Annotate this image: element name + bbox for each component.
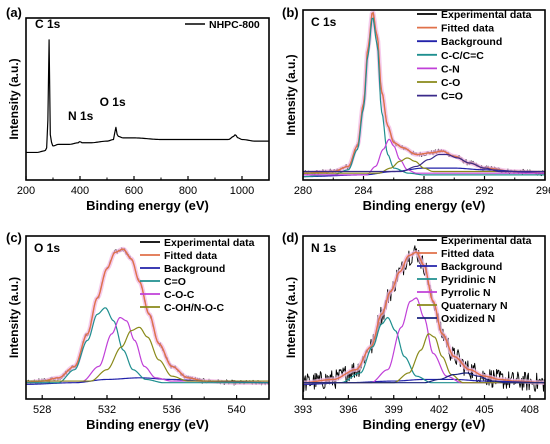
panel-a: 200 400 600 800 1000 Binding energy (eV) Inten… xyxy=(6,5,270,213)
x-tick-label: 399 xyxy=(385,404,403,416)
series-c-o-c xyxy=(26,317,269,382)
legend-label-fitted-data: Fitted data xyxy=(164,250,217,262)
x-tick-label: 1000 xyxy=(230,185,254,197)
legend-label-quaternary-n: Quaternary N xyxy=(441,300,508,312)
x-tick-label: 402 xyxy=(430,404,448,416)
y-axis-label: Intensity (a.u.) xyxy=(284,54,298,135)
legend-label: NHPC-800 xyxy=(209,19,260,31)
panel-d: 393 396 399 402 405 408 Binding energy (eV) Int… xyxy=(282,230,546,432)
annotation-n-1s: N 1s xyxy=(68,109,94,123)
annotation-o-1s: O 1s xyxy=(100,95,126,109)
panel-label: (a) xyxy=(6,5,22,20)
series-c-n xyxy=(303,138,545,176)
y-axis-label: Intensity (a.u.) xyxy=(7,58,21,139)
panel-label: (b) xyxy=(282,5,299,20)
legend-label-c-oh-n-o-c: C-OH/N-O-C xyxy=(164,302,224,314)
x-tick-label: 200 xyxy=(17,185,35,197)
x-tick-label: 393 xyxy=(294,404,312,416)
series-c-o xyxy=(303,153,545,173)
legend-label-experimental-data: Experimental data xyxy=(441,9,532,21)
x-tick-label: 396 xyxy=(339,404,357,416)
x-tick-label: 284 xyxy=(354,185,372,197)
x-tick-label: 296 xyxy=(536,185,550,197)
x-axis-label: Binding energy (eV) xyxy=(363,198,486,213)
x-axis-label: Binding energy (eV) xyxy=(86,417,209,432)
x-tick-label: 528 xyxy=(33,404,51,416)
legend-label-background: Background xyxy=(441,36,502,48)
plot-area xyxy=(26,246,269,386)
panel-label: (c) xyxy=(6,230,22,245)
x-tick-label: 532 xyxy=(98,404,116,416)
legend-label-c-o: C-O xyxy=(441,77,460,89)
series-fitted-data-glow xyxy=(303,10,545,176)
series-nhpc-800 xyxy=(26,39,269,154)
legend-label-background: Background xyxy=(164,263,225,275)
x-tick-label: 288 xyxy=(415,185,433,197)
legend-label-background: Background xyxy=(441,261,502,273)
x-tick-label: 292 xyxy=(475,185,493,197)
x-axis-label: Binding energy (eV) xyxy=(86,198,209,213)
plot-area xyxy=(26,39,269,154)
plot-frame xyxy=(302,235,546,400)
legend-label-oxidized-n: Oxidized N xyxy=(441,313,495,325)
legend-label-fitted-data: Fitted data xyxy=(441,23,494,35)
panel-c: 528 532 536 540 Binding energy (eV) Intensity… xyxy=(6,230,270,432)
panel-title: O 1s xyxy=(34,241,60,255)
legend-label-c-o: C=O xyxy=(441,91,463,103)
x-tick-label: 600 xyxy=(125,185,143,197)
legend-label-c-o-c: C-O-C xyxy=(164,289,195,301)
x-tick-label: 408 xyxy=(521,404,539,416)
y-axis-label: Intensity (a.u.) xyxy=(284,277,298,358)
series-experimental-data xyxy=(303,11,545,177)
legend-label-c-n: C-N xyxy=(441,63,460,75)
x-tick-label: 536 xyxy=(163,404,181,416)
x-tick-label: 405 xyxy=(475,404,493,416)
x-tick-label: 400 xyxy=(71,185,89,197)
legend-label-fitted-data: Fitted data xyxy=(441,248,494,260)
panel-label: (d) xyxy=(282,230,299,245)
panel-b: 280 284 288 292 296 Binding energy (eV) Intens… xyxy=(282,5,550,213)
y-axis-label: Intensity (a.u.) xyxy=(7,277,21,358)
series-fitted-data xyxy=(303,12,545,174)
series-c-o xyxy=(26,307,269,384)
x-tick-label: 800 xyxy=(179,185,197,197)
plot-frame xyxy=(25,235,270,400)
annotation-c-1s: C 1s xyxy=(35,17,61,31)
plot-frame xyxy=(25,17,270,181)
legend-label-pyridinic-n: Pyridinic N xyxy=(441,274,496,286)
legend-label-c-c-c-c: C-C/C=C xyxy=(441,50,484,62)
panel-title: C 1s xyxy=(311,15,337,29)
series-oxidized-n xyxy=(303,372,545,384)
legend-label-pyrrolic-n: Pyrrolic N xyxy=(441,287,491,299)
x-tick-label: 540 xyxy=(227,404,245,416)
panel-title: N 1s xyxy=(311,241,337,255)
x-tick-label: 280 xyxy=(294,185,312,197)
legend-label-c-o: C=O xyxy=(164,276,186,288)
legend-label-experimental-data: Experimental data xyxy=(164,237,255,249)
series-c-oh-n-o-c xyxy=(26,326,269,382)
x-axis-label: Binding energy (eV) xyxy=(363,417,486,432)
plot-area xyxy=(303,10,545,178)
series-fitted-data-glow xyxy=(26,246,269,385)
legend-label-experimental-data: Experimental data xyxy=(441,235,532,247)
